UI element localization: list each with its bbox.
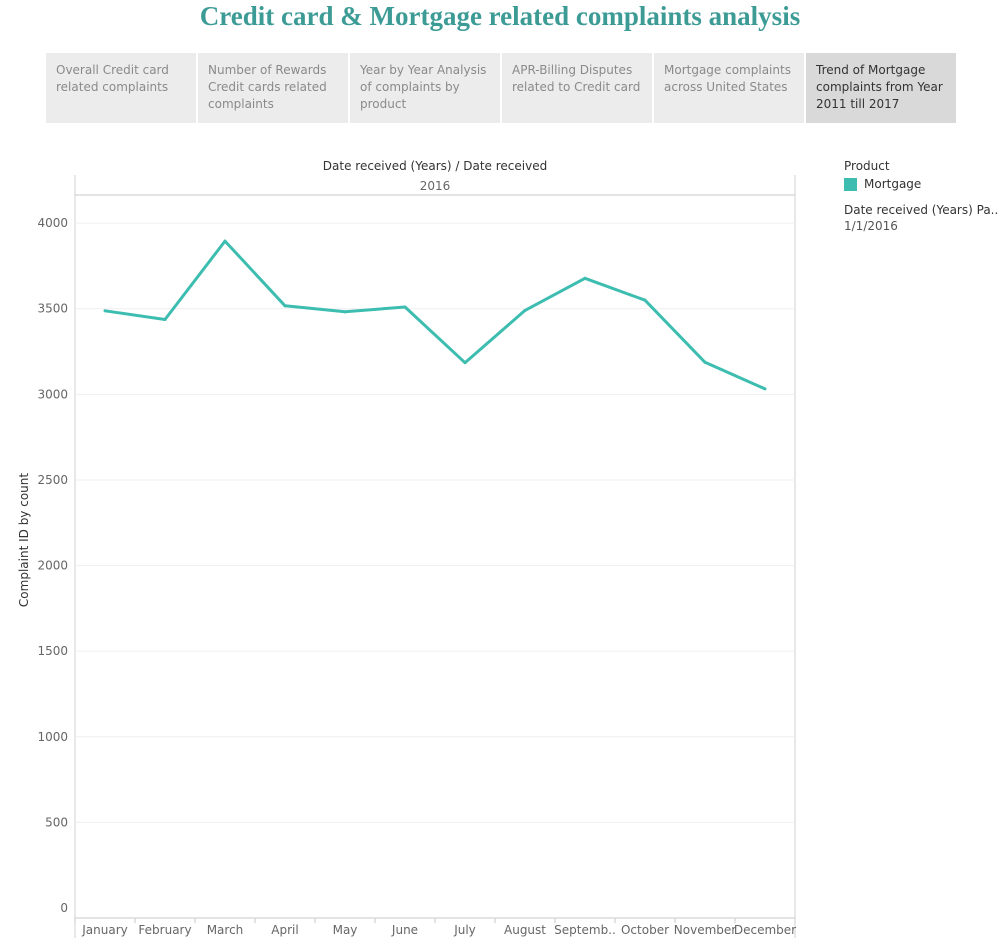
tab-rewards-credit-cards[interactable]: Number of Rewards Credit cards related c…: [198, 53, 350, 123]
tab-apr-billing[interactable]: APR-Billing Disputes related to Credit c…: [502, 53, 654, 123]
tab-mortgage-trend[interactable]: Trend of Mortgage complaints from Year 2…: [806, 53, 956, 123]
x-tick-label: March: [207, 923, 244, 937]
column-header-label: Date received (Years) / Date received: [323, 159, 547, 173]
series-line-mortgage: [104, 239, 766, 391]
plot-area: 0 500 1000 1500 2000 2500 3000 3500 4000 January F…: [37, 175, 796, 938]
line-chart-svg: Date received (Years) / Date received 20…: [17, 159, 796, 938]
y-tick-label: 500: [45, 815, 68, 829]
data-point: [763, 387, 767, 391]
data-point: [703, 360, 707, 364]
x-tick-label: August: [504, 923, 546, 937]
legend-item-mortgage[interactable]: Mortgage: [844, 177, 1000, 191]
x-tick-label: October: [621, 923, 669, 937]
x-tick-label: Septemb..: [554, 923, 616, 937]
legend-label: Mortgage: [864, 177, 922, 191]
data-point: [583, 276, 587, 280]
story-tabs: Overall Credit card related complaints N…: [46, 53, 956, 123]
data-point: [463, 361, 467, 365]
y-tick-label: 4000: [37, 216, 68, 230]
y-tick-label: 1000: [37, 730, 68, 744]
filter-value[interactable]: 1/1/2016: [844, 219, 898, 233]
data-point: [103, 309, 107, 313]
y-tick-label: 1500: [37, 644, 68, 658]
x-tick-label: April: [271, 923, 298, 937]
data-point: [403, 305, 407, 309]
dashboard-title: Credit card & Mortgage related complaint…: [199, 1, 801, 31]
data-point: [643, 298, 647, 302]
x-tick-label: July: [453, 923, 476, 937]
y-tick-label: 2500: [37, 473, 68, 487]
legend: Product Mortgage Date received (Years) P…: [844, 158, 1000, 233]
y-tick-label: 3000: [37, 387, 68, 401]
line-chart: Date received (Years) / Date received 20…: [0, 150, 1000, 948]
tab-year-by-year[interactable]: Year by Year Analysis of complaints by p…: [350, 53, 502, 123]
y-tick-label: 3500: [37, 302, 68, 316]
data-point: [163, 318, 167, 322]
data-point: [523, 308, 527, 312]
y-tick-label: 0: [60, 901, 68, 915]
filter-title: Date received (Years) Pa..: [844, 203, 999, 217]
x-tick-label: January: [81, 923, 128, 937]
y-tick-label: 2000: [37, 559, 68, 573]
data-point: [343, 310, 347, 314]
data-point: [283, 304, 287, 308]
tab-overall-credit-card[interactable]: Overall Credit card related complaints: [46, 53, 198, 123]
year-header-label: 2016: [420, 179, 451, 193]
tab-mortgage-us[interactable]: Mortgage complaints across United States: [654, 53, 806, 123]
x-tick-label: February: [138, 923, 191, 937]
legend-title: Product: [844, 159, 890, 173]
legend-swatch: [844, 177, 857, 191]
y-axis-title: Complaint ID by count: [17, 473, 31, 607]
x-tick-label: June: [391, 923, 418, 937]
data-point: [223, 239, 227, 243]
x-tick-label: December: [734, 923, 796, 937]
x-tick-label: November: [674, 923, 736, 937]
x-tick-label: May: [333, 923, 358, 937]
